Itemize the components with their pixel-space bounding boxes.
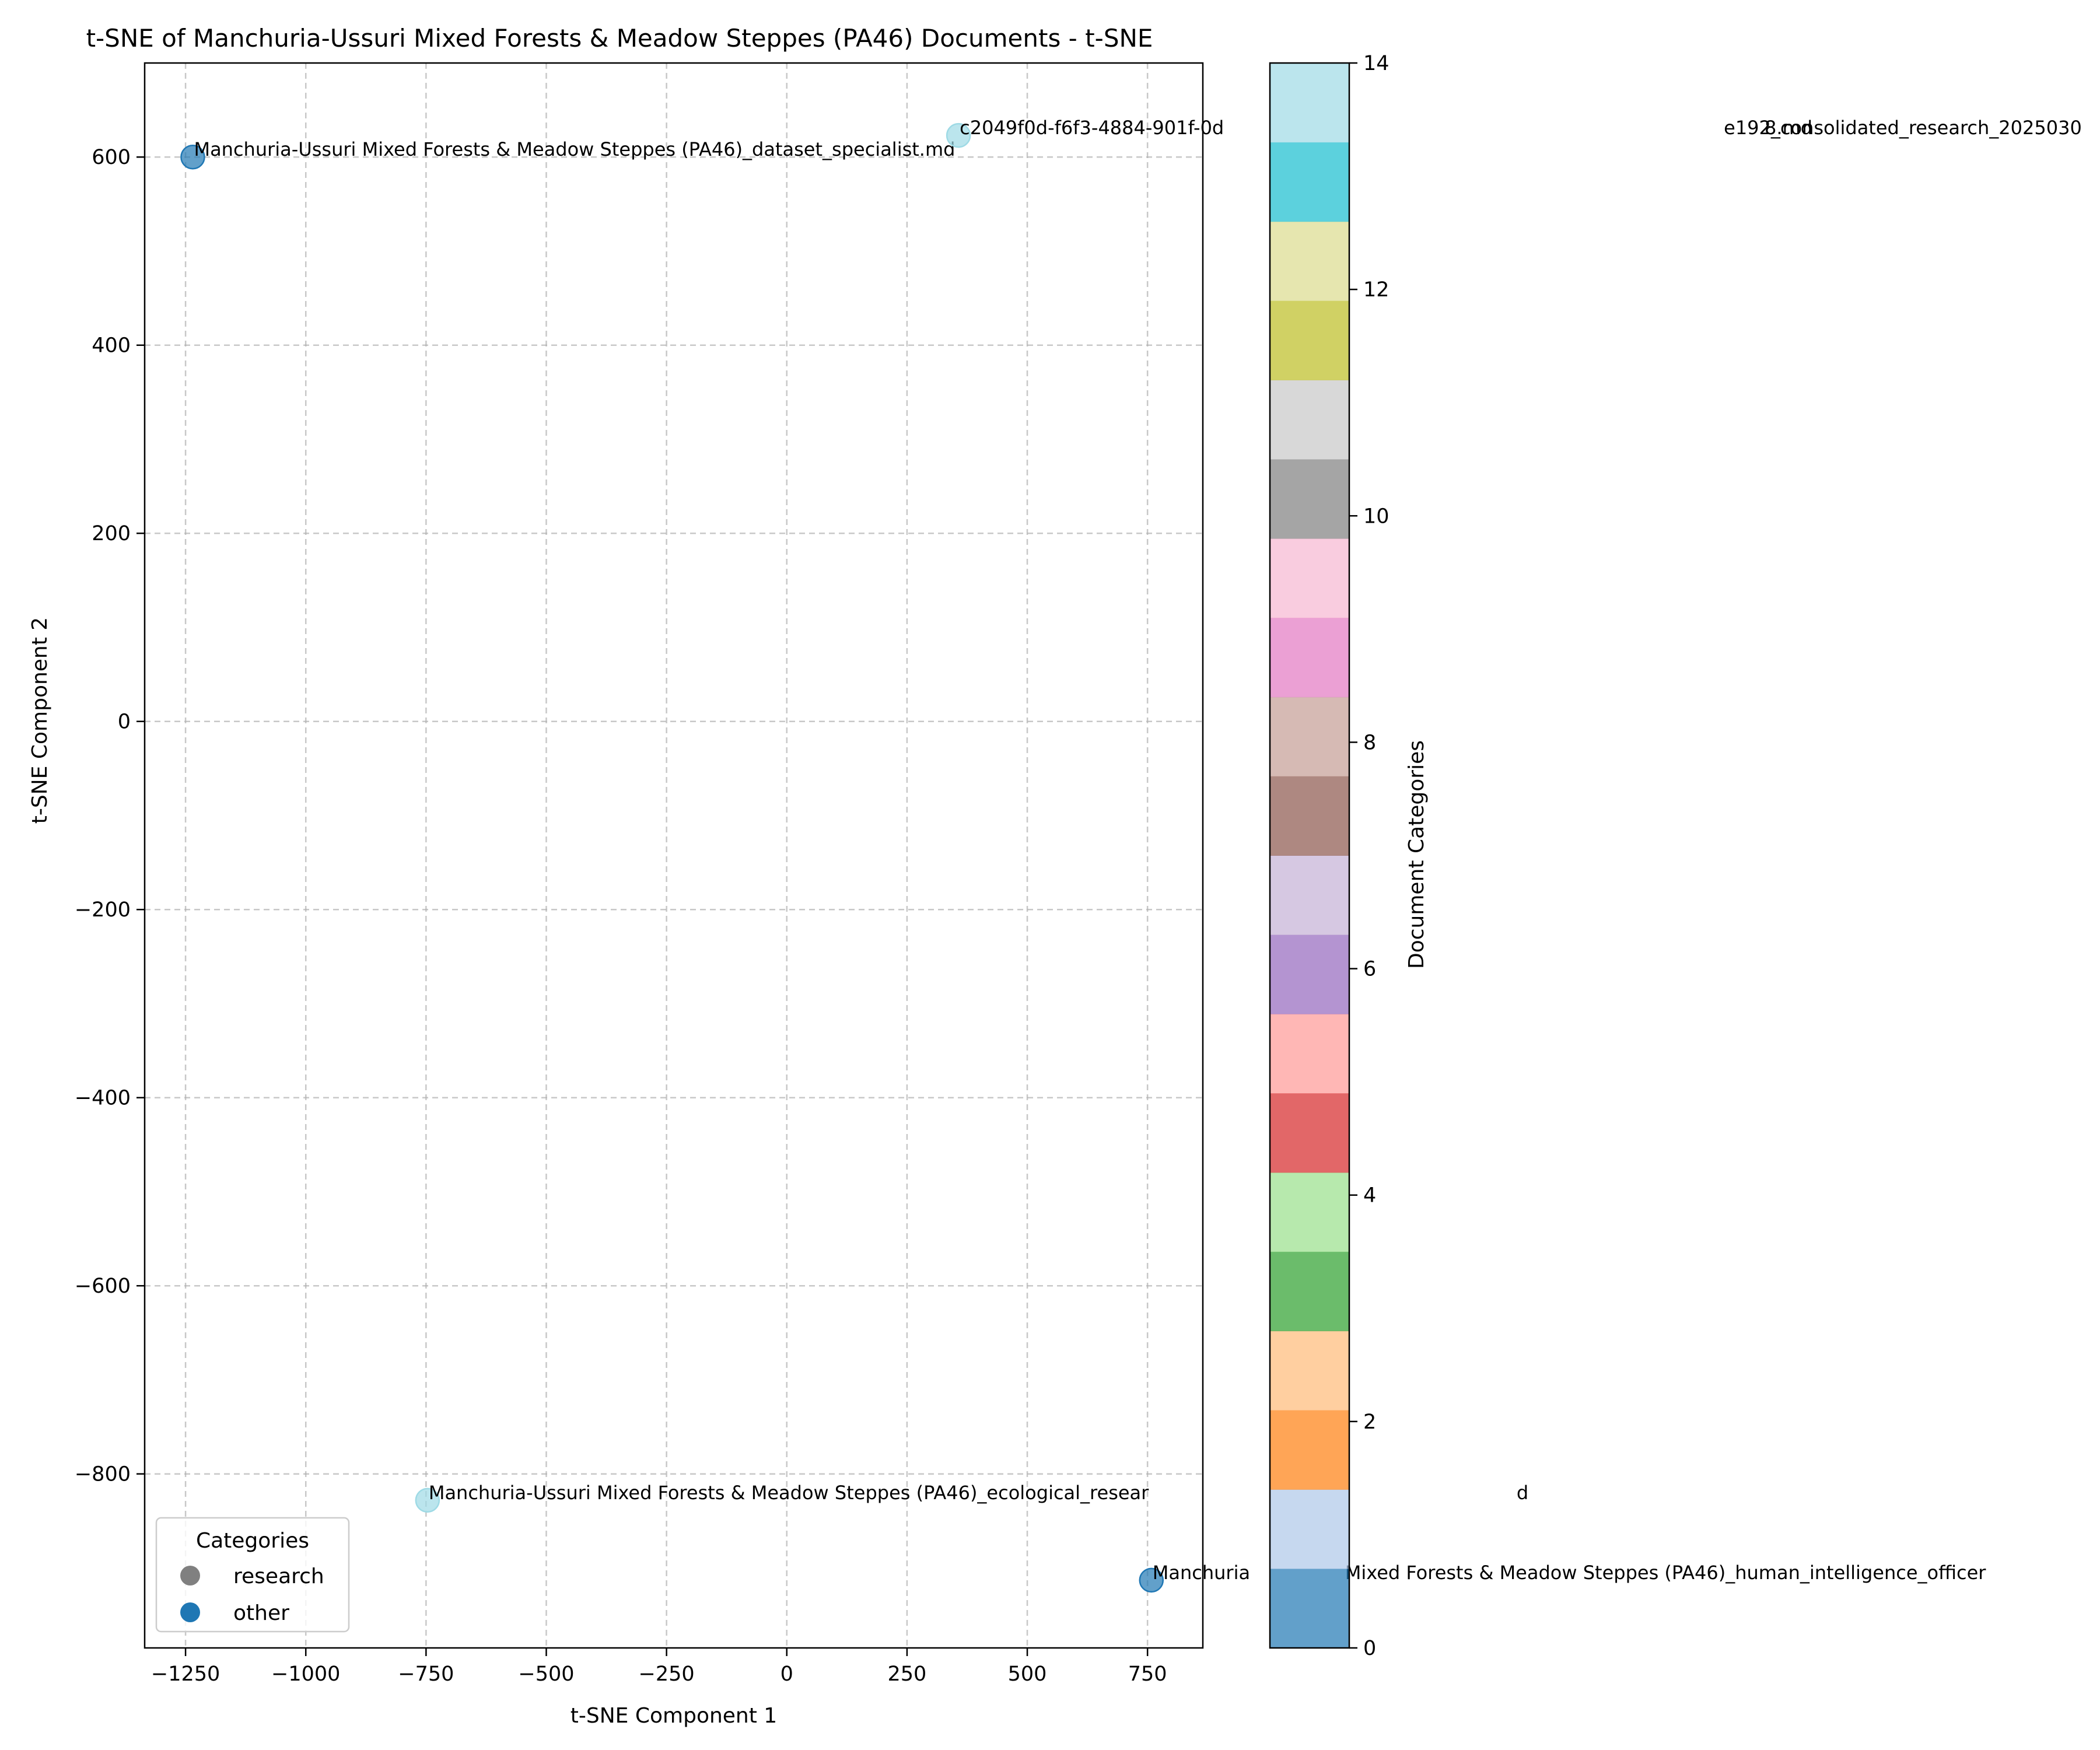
y-axis-ticks: −800 −600 −400 −200 0 200 400 600 bbox=[75, 146, 145, 1486]
x-tick-label: −250 bbox=[639, 1662, 695, 1686]
y-tick-label: 200 bbox=[92, 522, 131, 545]
legend-label-research: research bbox=[233, 1564, 324, 1588]
colorbar-band bbox=[1270, 1251, 1349, 1332]
colorbar-band bbox=[1270, 1569, 1349, 1648]
colorbar-band bbox=[1270, 63, 1349, 143]
legend-marker-other bbox=[180, 1602, 200, 1622]
colorbar-band bbox=[1270, 380, 1349, 460]
colorbar-tick-label: 2 bbox=[1363, 1410, 1376, 1434]
y-tick-label: 0 bbox=[118, 710, 131, 734]
colorbar-tick-label: 12 bbox=[1363, 278, 1390, 302]
colorbar-band bbox=[1270, 1014, 1349, 1094]
y-tick-label: 400 bbox=[92, 334, 131, 358]
point-label: Manchuria-Ussuri Mixed Forests & Meadow … bbox=[429, 1482, 1149, 1504]
colorbar-band bbox=[1270, 1331, 1349, 1410]
grid-lines bbox=[145, 63, 1203, 1648]
colorbar-tick-label: 10 bbox=[1363, 505, 1390, 528]
x-tick-label: −750 bbox=[398, 1662, 454, 1686]
colorbar-tick-label: 0 bbox=[1363, 1637, 1376, 1660]
colorbar-band bbox=[1270, 1489, 1349, 1569]
legend-title: Categories bbox=[196, 1529, 309, 1553]
legend: Categories research other bbox=[155, 1517, 350, 1633]
x-tick-label: 0 bbox=[780, 1662, 793, 1686]
scatter-point bbox=[180, 144, 205, 170]
point-label-end: 8.md bbox=[1765, 117, 1812, 139]
colorbar-band bbox=[1270, 538, 1349, 618]
scatter-point bbox=[946, 123, 971, 148]
colorbar-band bbox=[1270, 617, 1349, 698]
y-axis-label: t-SNE Component 2 bbox=[28, 617, 52, 824]
y-tick-label: 600 bbox=[92, 146, 131, 169]
colorbar-band bbox=[1270, 1172, 1349, 1252]
plot-frame bbox=[144, 62, 1204, 1649]
legend-marker-research bbox=[180, 1566, 200, 1586]
chart-title: t-SNE of Manchuria-Ussuri Mixed Forests … bbox=[86, 24, 1153, 52]
colorbar-frame bbox=[1269, 62, 1350, 1649]
colorbar-band bbox=[1270, 459, 1349, 539]
colorbar-band bbox=[1270, 776, 1349, 856]
scatter-point bbox=[1139, 1567, 1164, 1593]
scatter-point bbox=[415, 1488, 440, 1513]
colorbar-band bbox=[1270, 142, 1349, 222]
colorbar-band bbox=[1270, 300, 1349, 380]
colorbar-band bbox=[1270, 935, 1349, 1014]
colorbar: 0 2 4 6 8 10 12 14 Document Categories bbox=[1269, 52, 1429, 1660]
legend-box bbox=[155, 1517, 350, 1633]
y-tick-label: −200 bbox=[75, 898, 131, 922]
y-tick-label: −600 bbox=[75, 1275, 131, 1298]
point-label-tail: Mixed Forests & Meadow Steppes (PA46)_hu… bbox=[1345, 1562, 1987, 1584]
colorbar-band bbox=[1270, 1410, 1349, 1490]
colorbar-bands bbox=[1270, 63, 1349, 1648]
colorbar-tick-label: 4 bbox=[1363, 1184, 1376, 1208]
y-tick-label: −800 bbox=[75, 1463, 131, 1486]
point-label: Manchuria bbox=[1153, 1562, 1250, 1584]
x-axis-ticks: −1250 −1000 −750 −500 −250 0 250 500 750 bbox=[151, 1648, 1167, 1686]
x-tick-label: 250 bbox=[887, 1662, 926, 1686]
colorbar-tick-label: 14 bbox=[1363, 52, 1390, 75]
colorbar-band bbox=[1270, 855, 1349, 935]
x-tick-label: −500 bbox=[518, 1662, 574, 1686]
point-label-tail: e192_consolidated_research_2025030 bbox=[1724, 117, 2082, 139]
colorbar-tick-label: 6 bbox=[1363, 958, 1376, 981]
colorbar-band bbox=[1270, 1093, 1349, 1173]
colorbar-band bbox=[1270, 696, 1349, 777]
x-tick-label: 500 bbox=[1008, 1662, 1047, 1686]
colorbar-tick-label: 8 bbox=[1363, 731, 1376, 754]
plot-area: −1250 −1000 −750 −500 −250 0 250 500 750 −800 −60… bbox=[75, 62, 2082, 1686]
colorbar-ticks: 0 2 4 6 8 10 12 14 bbox=[1349, 52, 1390, 1660]
point-label-tail: d bbox=[1517, 1482, 1528, 1504]
legend-label-other: other bbox=[233, 1601, 289, 1625]
colorbar-band bbox=[1270, 221, 1349, 302]
point-label: c2049f0d-f6f3-4884-901f-0d bbox=[960, 117, 1224, 139]
scatter-points: Manchuria-Ussuri Mixed Forests & Meadow … bbox=[180, 117, 2082, 1593]
x-tick-label: −1250 bbox=[151, 1662, 220, 1686]
x-tick-label: −1000 bbox=[271, 1662, 340, 1686]
colorbar-label: Document Categories bbox=[1405, 740, 1429, 969]
x-tick-label: 750 bbox=[1128, 1662, 1167, 1686]
y-tick-label: −400 bbox=[75, 1087, 131, 1110]
x-axis-label: t-SNE Component 1 bbox=[570, 1704, 777, 1728]
point-label: Manchuria-Ussuri Mixed Forests & Meadow … bbox=[194, 138, 955, 160]
